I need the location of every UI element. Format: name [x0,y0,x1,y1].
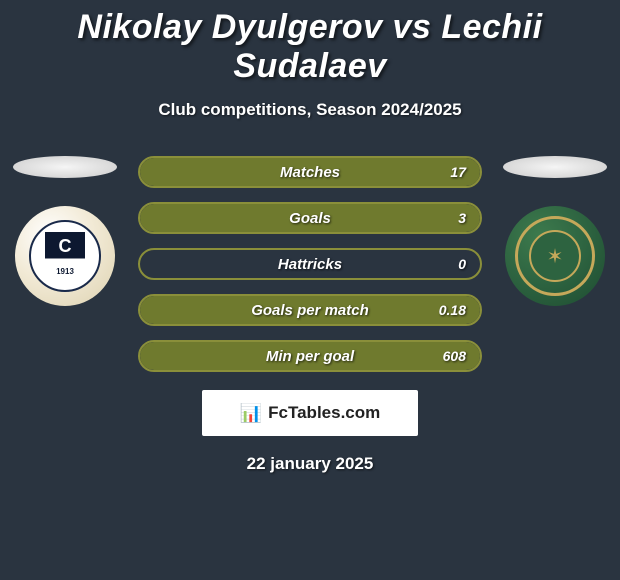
team2-badge: ✶ [505,206,605,306]
team2-badge-ring-icon [515,216,595,296]
player1-photo-placeholder [13,156,117,178]
stat-pill: Goals per match 0.18 [138,294,482,326]
page-title: Nikolay Dyulgerov vs Lechii Sudalaev [0,8,620,86]
stats-column: Matches 17 Goals 3 Hattricks 0 Goals per match… [138,156,482,372]
stat-label: Hattricks [278,256,342,273]
stat-pill: Matches 17 [138,156,482,188]
branding-box[interactable]: 📊 FcTables.com [202,390,418,436]
stat-value-right: 0 [458,256,466,272]
team1-badge: C 1913 [15,206,115,306]
stat-value-right: 0.18 [439,302,466,318]
stat-value-right: 3 [458,210,466,226]
stat-value-right: 608 [443,348,466,364]
team1-badge-letter: C [59,236,72,257]
right-column: ✶ [500,156,610,306]
vs-text: vs [393,8,432,46]
date-line: 22 january 2025 [0,454,620,474]
team1-badge-year: 1913 [56,267,74,276]
stat-value-right: 17 [450,164,466,180]
team1-shield-icon: C 1913 [45,232,85,280]
main-row: C 1913 Matches 17 Goals 3 Hattricks 0 Goals pe… [0,156,620,372]
chart-icon: 📊 [240,403,262,424]
player2-photo-placeholder [503,156,607,178]
branding-text: FcTables.com [268,403,380,423]
stat-label: Matches [280,164,340,181]
subtitle: Club competitions, Season 2024/2025 [0,100,620,120]
player1-name: Nikolay Dyulgerov [77,8,382,46]
stat-pill: Hattricks 0 [138,248,482,280]
comparison-card: Nikolay Dyulgerov vs Lechii Sudalaev Clu… [0,0,620,474]
left-column: C 1913 [10,156,120,306]
stat-label: Min per goal [266,348,354,365]
stat-pill: Min per goal 608 [138,340,482,372]
stat-label: Goals [289,210,331,227]
stat-label: Goals per match [251,302,369,319]
stat-pill: Goals 3 [138,202,482,234]
team1-badge-inner: C 1913 [29,220,101,292]
